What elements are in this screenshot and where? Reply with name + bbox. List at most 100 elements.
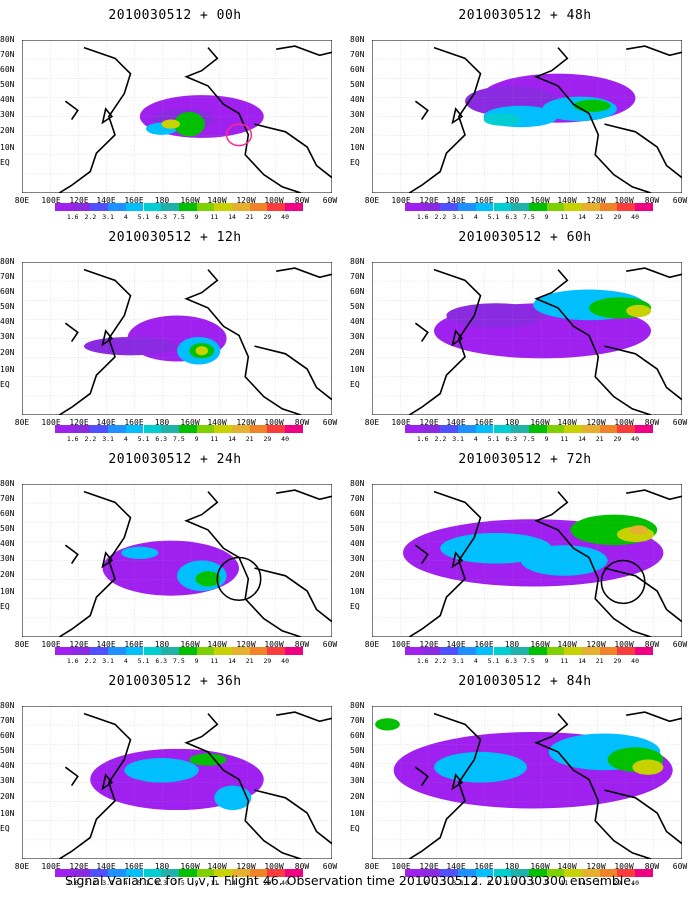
panel-title: 2010030512 + 48h <box>458 8 592 23</box>
colorbar-swatch <box>196 647 215 655</box>
lat-label: 10N <box>350 143 365 152</box>
map-plot <box>372 262 682 415</box>
colorbar-swatch <box>249 647 268 655</box>
colorbar-label: 21 <box>245 213 254 221</box>
coastline <box>415 545 427 563</box>
lon-label: 120E <box>419 418 439 427</box>
colorbar-swatch <box>55 869 73 877</box>
lat-label: 60N <box>350 287 365 296</box>
lat-label: 10N <box>0 587 15 596</box>
lat-label: 20N <box>350 792 365 801</box>
coastline <box>409 270 480 415</box>
lat-label: 40N <box>0 539 15 548</box>
colorbar-label: 2.2 <box>434 657 447 665</box>
colorbar-label: 5.1 <box>137 435 150 443</box>
colorbar-label: 21 <box>595 435 604 443</box>
colorbar-swatch <box>196 869 215 877</box>
variance-region <box>629 525 648 535</box>
coastline <box>409 48 480 193</box>
colorbar-swatch <box>161 203 179 211</box>
colorbar-label: 4 <box>473 213 478 221</box>
colorbar-swatch <box>249 425 268 433</box>
lon-label: 80E <box>364 862 380 871</box>
colorbar-swatch <box>528 203 547 211</box>
colorbar-swatch <box>108 203 126 211</box>
lon-label: 160E <box>124 640 144 649</box>
lat-label: 70N <box>350 272 365 281</box>
lat-label: 10N <box>350 365 365 374</box>
lon-label: 180 <box>504 196 520 205</box>
colorbar-label: 2.2 <box>84 879 97 887</box>
colorbar-swatch <box>528 647 547 655</box>
lat-label: EQ <box>350 158 360 167</box>
colorbar-swatch <box>582 203 600 211</box>
coastline <box>103 553 112 567</box>
lon-label: 120E <box>69 418 89 427</box>
lat-label: EQ <box>350 824 360 833</box>
lon-label: 160E <box>474 862 494 871</box>
lon-label: 100W <box>264 862 284 871</box>
colorbar-label: 14 <box>228 879 236 887</box>
colorbar-label: 40 <box>281 879 290 887</box>
lat-label: 50N <box>0 746 15 755</box>
lon-label: 100W <box>264 640 284 649</box>
lon-label: 120W <box>586 862 606 871</box>
colorbar-swatch <box>90 203 109 211</box>
lon-label: 80E <box>14 196 30 205</box>
lon-label: 120W <box>586 196 606 205</box>
lat-label: 30N <box>0 110 15 119</box>
colorbar-swatch <box>564 425 582 433</box>
lat-label: 70N <box>350 50 365 59</box>
colorbar-swatch <box>422 203 441 211</box>
lat-label: 50N <box>0 80 15 89</box>
lon-label: 180 <box>154 196 170 205</box>
lat-label: 60N <box>350 65 365 74</box>
colorbar-swatch <box>178 869 197 877</box>
lon-label: 160E <box>474 640 494 649</box>
lat-label: 40N <box>0 95 15 104</box>
lon-label: 160W <box>180 196 200 205</box>
lon-label: 160W <box>180 640 200 649</box>
coastline <box>453 775 462 789</box>
colorbar-swatch <box>90 869 109 877</box>
colorbar-label: 1.6 <box>66 435 79 443</box>
lat-label: 80N <box>350 35 365 44</box>
colorbar-label: 4 <box>473 435 478 443</box>
colorbar-label: 2.2 <box>84 213 97 221</box>
lon-label: 80E <box>14 418 30 427</box>
lat-label: 30N <box>0 554 15 563</box>
lon-label: 100W <box>264 196 284 205</box>
coastline <box>453 109 462 123</box>
lon-label: 100E <box>391 640 411 649</box>
lon-label: 80E <box>14 640 30 649</box>
lon-label: 80E <box>364 196 380 205</box>
map-panel: 2010030512 + 60h 80N 70N 60N 50N 40N 30N 20N 10N… <box>350 222 700 444</box>
colorbar-swatch <box>405 647 423 655</box>
coastline <box>276 268 332 277</box>
coastline <box>59 270 130 415</box>
coastline <box>276 490 332 499</box>
colorbar-swatch <box>546 869 565 877</box>
colorbar-label: 21 <box>595 879 604 887</box>
lon-label: 140W <box>557 862 577 871</box>
lon-label: 100W <box>614 196 634 205</box>
colorbar-swatch <box>617 869 636 877</box>
colorbar-label: 6.3 <box>155 213 168 221</box>
colorbar-swatch <box>267 203 286 211</box>
colorbar-label: 7.5 <box>173 657 185 665</box>
colorbar-label: 1.6 <box>66 213 79 221</box>
lon-label: 160W <box>530 196 550 205</box>
colorbar-label: 14 <box>578 657 586 665</box>
coastline <box>536 48 651 193</box>
map-plot <box>22 40 332 193</box>
colorbar-label: 5.1 <box>137 213 150 221</box>
variance-region <box>375 718 400 731</box>
lon-label: 60W <box>672 862 688 871</box>
lat-label: 80N <box>350 479 365 488</box>
colorbar-swatch <box>475 647 494 655</box>
lon-label: 60W <box>322 418 338 427</box>
lon-label: 120W <box>586 640 606 649</box>
coastline <box>605 124 683 178</box>
colorbar-swatch <box>458 425 476 433</box>
colorbar-swatch <box>564 869 582 877</box>
